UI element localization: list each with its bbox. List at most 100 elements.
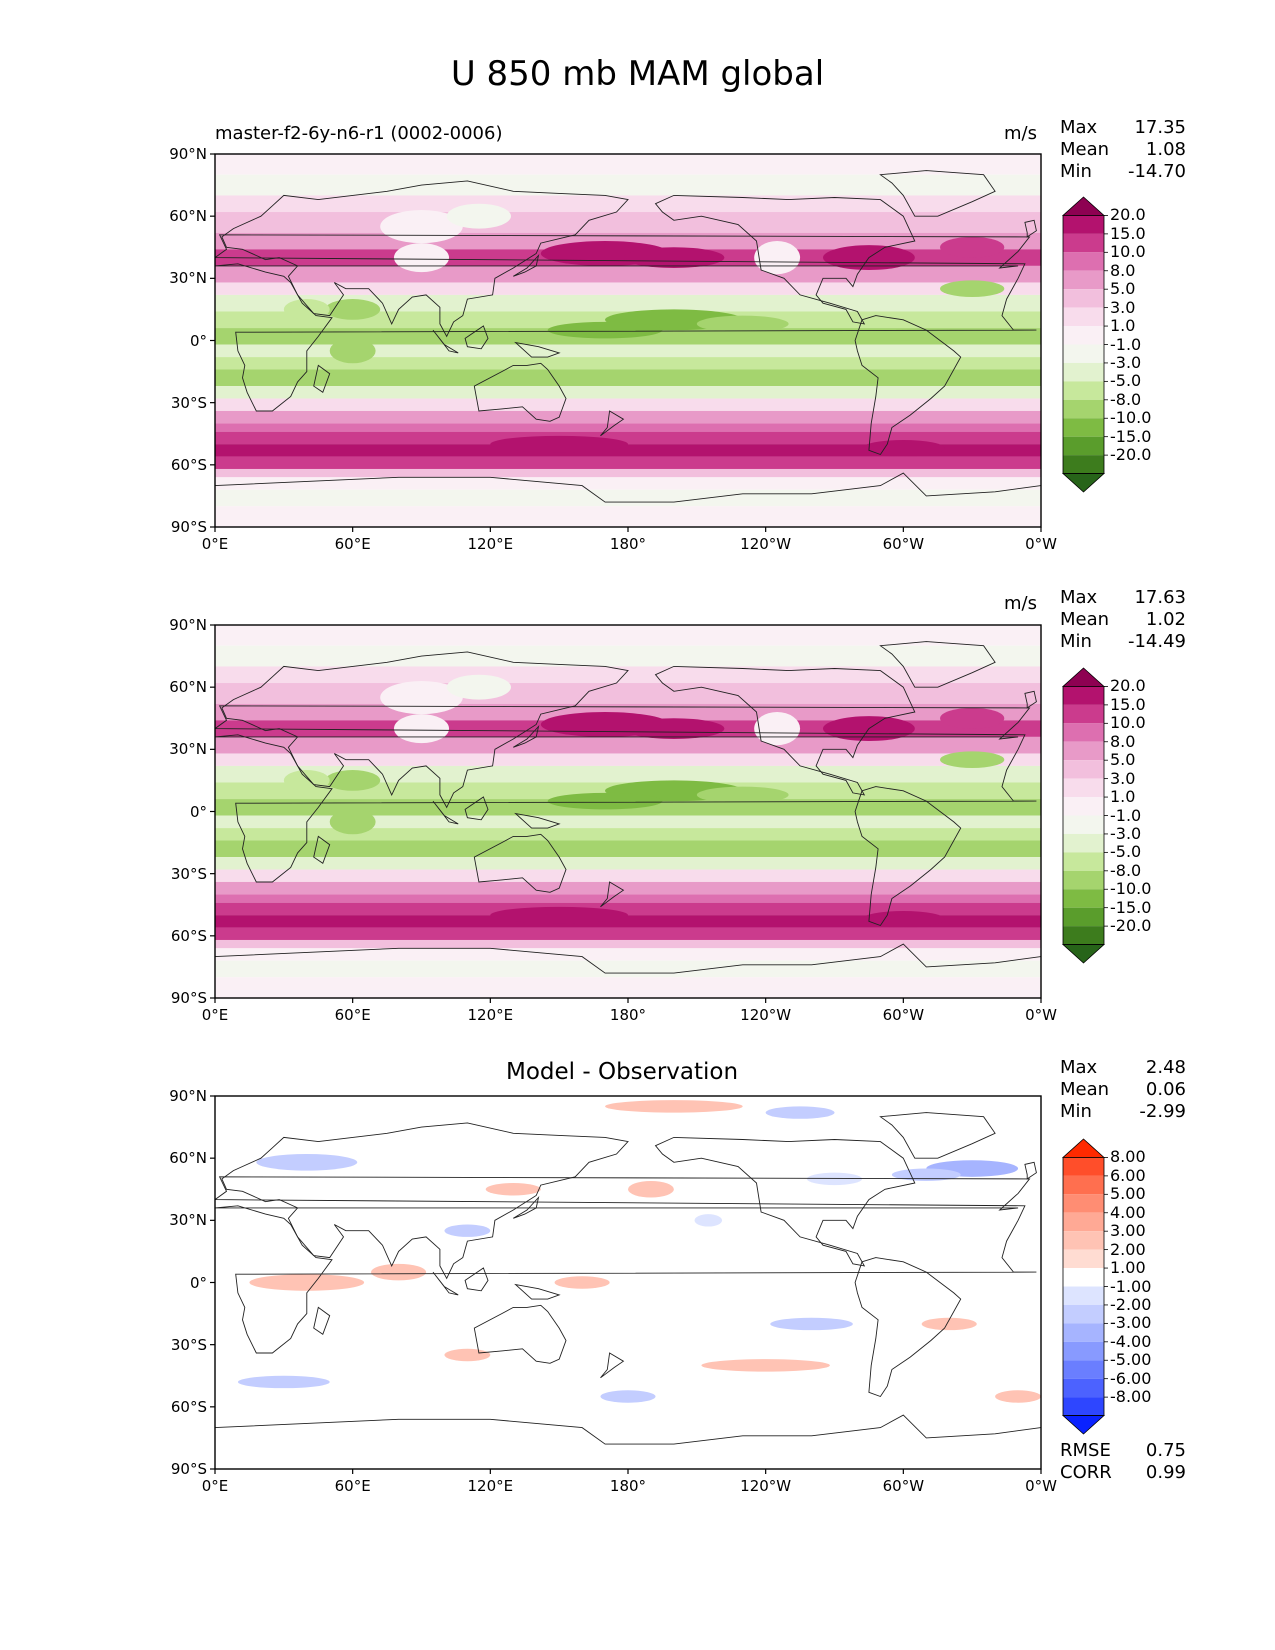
- colorbar-swatch: [1063, 1194, 1104, 1213]
- panel3-mean-value: 0.06: [1145, 1079, 1186, 1100]
- lat-tick-label: 90°S: [170, 1460, 207, 1478]
- field-blob: [446, 203, 511, 229]
- lon-tick-label: 0°E: [201, 535, 229, 553]
- colorbar-tick-label: -3.00: [1110, 1313, 1152, 1333]
- colorbar-tick-label: -6.00: [1110, 1368, 1152, 1388]
- colorbar-tick-label: 5.00: [1110, 1184, 1146, 1204]
- lat-tick-label: 30°S: [170, 864, 207, 883]
- colorbar-tick-label: 3.00: [1110, 1221, 1146, 1241]
- coastline: [654, 194, 916, 325]
- colorbar-swatch: [1063, 289, 1104, 308]
- lat-tick-label: 90°S: [170, 989, 207, 1007]
- field-band: [215, 369, 1041, 387]
- lon-tick-label: 120°E: [467, 1006, 514, 1024]
- colorbar-tick-label: -2.00: [1110, 1294, 1152, 1314]
- lon-tick-label: 120°E: [467, 535, 514, 553]
- lon-tick-label: 60°E: [334, 1006, 371, 1024]
- colorbar-tick-label: 3.0: [1110, 768, 1136, 788]
- field-band: [215, 869, 1041, 882]
- colorbar-swatch: [1063, 1378, 1104, 1398]
- colorbar-swatch: [1063, 1341, 1104, 1361]
- field-blob: [444, 1348, 491, 1362]
- panel1-subtitle: master-f2-6y-n6-r1 (0002-0006): [215, 123, 503, 144]
- field-layer: [215, 1096, 1041, 1469]
- lon-tick-label: 60°W: [882, 1477, 925, 1495]
- colorbar-tick-label: -5.0: [1110, 842, 1142, 862]
- field-band: [215, 468, 1041, 478]
- lon-tick-label: 180°: [609, 535, 647, 553]
- field-band: [215, 902, 1041, 916]
- colorbar-swatch: [1063, 907, 1104, 927]
- coastline: [600, 410, 625, 437]
- colorbar-tick-label: 10.0: [1110, 713, 1146, 733]
- colorbar-tick-label: -3.0: [1110, 823, 1142, 843]
- colorbar-swatch: [1063, 252, 1104, 271]
- field-band: [215, 357, 1041, 370]
- lat-tick-label: 30°N: [169, 740, 207, 759]
- lat-tick-label: 90°N: [169, 145, 207, 163]
- field-blob: [547, 321, 663, 339]
- lon-tick-label: 0°W: [1025, 1477, 1057, 1495]
- field-blob: [862, 910, 945, 928]
- field-blob: [444, 1224, 491, 1237]
- colorbar-swatch: [1063, 1175, 1104, 1195]
- field-blob: [694, 1214, 723, 1227]
- colorbar-tick-label: -1.0: [1110, 334, 1142, 354]
- field-blob: [371, 1263, 427, 1281]
- coastline: [654, 665, 916, 796]
- field-band: [215, 398, 1041, 411]
- page-title: U 850 mb MAM global: [450, 54, 825, 94]
- lat-tick-label: 90°N: [169, 1087, 207, 1105]
- field-band: [215, 894, 1041, 903]
- colorbar-tick-label: -15.0: [1110, 426, 1152, 446]
- colorbar-tick-label: -1.0: [1110, 805, 1142, 825]
- field-blob: [446, 674, 511, 700]
- colorbar-swatch: [1063, 399, 1104, 419]
- field-band: [215, 683, 1041, 704]
- field-blob: [393, 243, 450, 273]
- colorbar-tick-label: -4.00: [1110, 1331, 1152, 1351]
- colorbar-swatch: [1063, 1212, 1104, 1232]
- colorbar-swatch: [1063, 344, 1104, 363]
- panel3-title: Model - Observation: [506, 1059, 739, 1085]
- field-band: [215, 840, 1041, 858]
- colorbar-tick-label: -3.0: [1110, 352, 1142, 372]
- field-band: [215, 344, 1041, 358]
- coastline: [221, 651, 629, 809]
- field-blob: [940, 707, 1005, 729]
- colorbar-extend-min: [1061, 1415, 1106, 1435]
- coastline: [854, 1257, 962, 1398]
- coastline: [313, 1306, 331, 1335]
- field-blob: [862, 439, 945, 457]
- coastline: [464, 325, 489, 350]
- panel3-min-label: Min: [1060, 1101, 1092, 1122]
- panel1-mean-value: 1.08: [1145, 139, 1186, 160]
- field-band: [215, 977, 1041, 998]
- colorbar-tick-label: -20.0: [1110, 445, 1152, 465]
- colorbar-swatch: [1063, 1249, 1104, 1269]
- field-band: [215, 915, 1041, 928]
- coastline: [215, 234, 1037, 412]
- field-blob: [249, 1274, 365, 1291]
- field-blob: [628, 1180, 674, 1198]
- lat-tick-label: 0°: [189, 802, 207, 821]
- panel2-max-value: 17.63: [1134, 587, 1186, 608]
- coastline: [879, 170, 996, 217]
- field-blob: [765, 1106, 835, 1119]
- field-blob: [995, 1390, 1041, 1403]
- coastline: [432, 800, 459, 825]
- colorbar-swatch: [1063, 326, 1104, 345]
- lon-tick-label: 0°W: [1025, 1006, 1057, 1024]
- colorbar-tick-label: 1.0: [1110, 316, 1136, 336]
- colorbar-swatch: [1063, 778, 1104, 798]
- colorbar-tick-label: -10.0: [1110, 879, 1152, 899]
- field-band: [215, 828, 1041, 841]
- field-blob: [921, 1317, 977, 1331]
- colorbar-extend-max: [1061, 196, 1106, 216]
- coastline: [1024, 219, 1037, 238]
- field-blob: [237, 1375, 330, 1389]
- panel2-mean-label: Mean: [1060, 609, 1110, 630]
- colorbar-tick-label: 10.0: [1110, 242, 1146, 262]
- panel1-min-label: Min: [1060, 161, 1092, 182]
